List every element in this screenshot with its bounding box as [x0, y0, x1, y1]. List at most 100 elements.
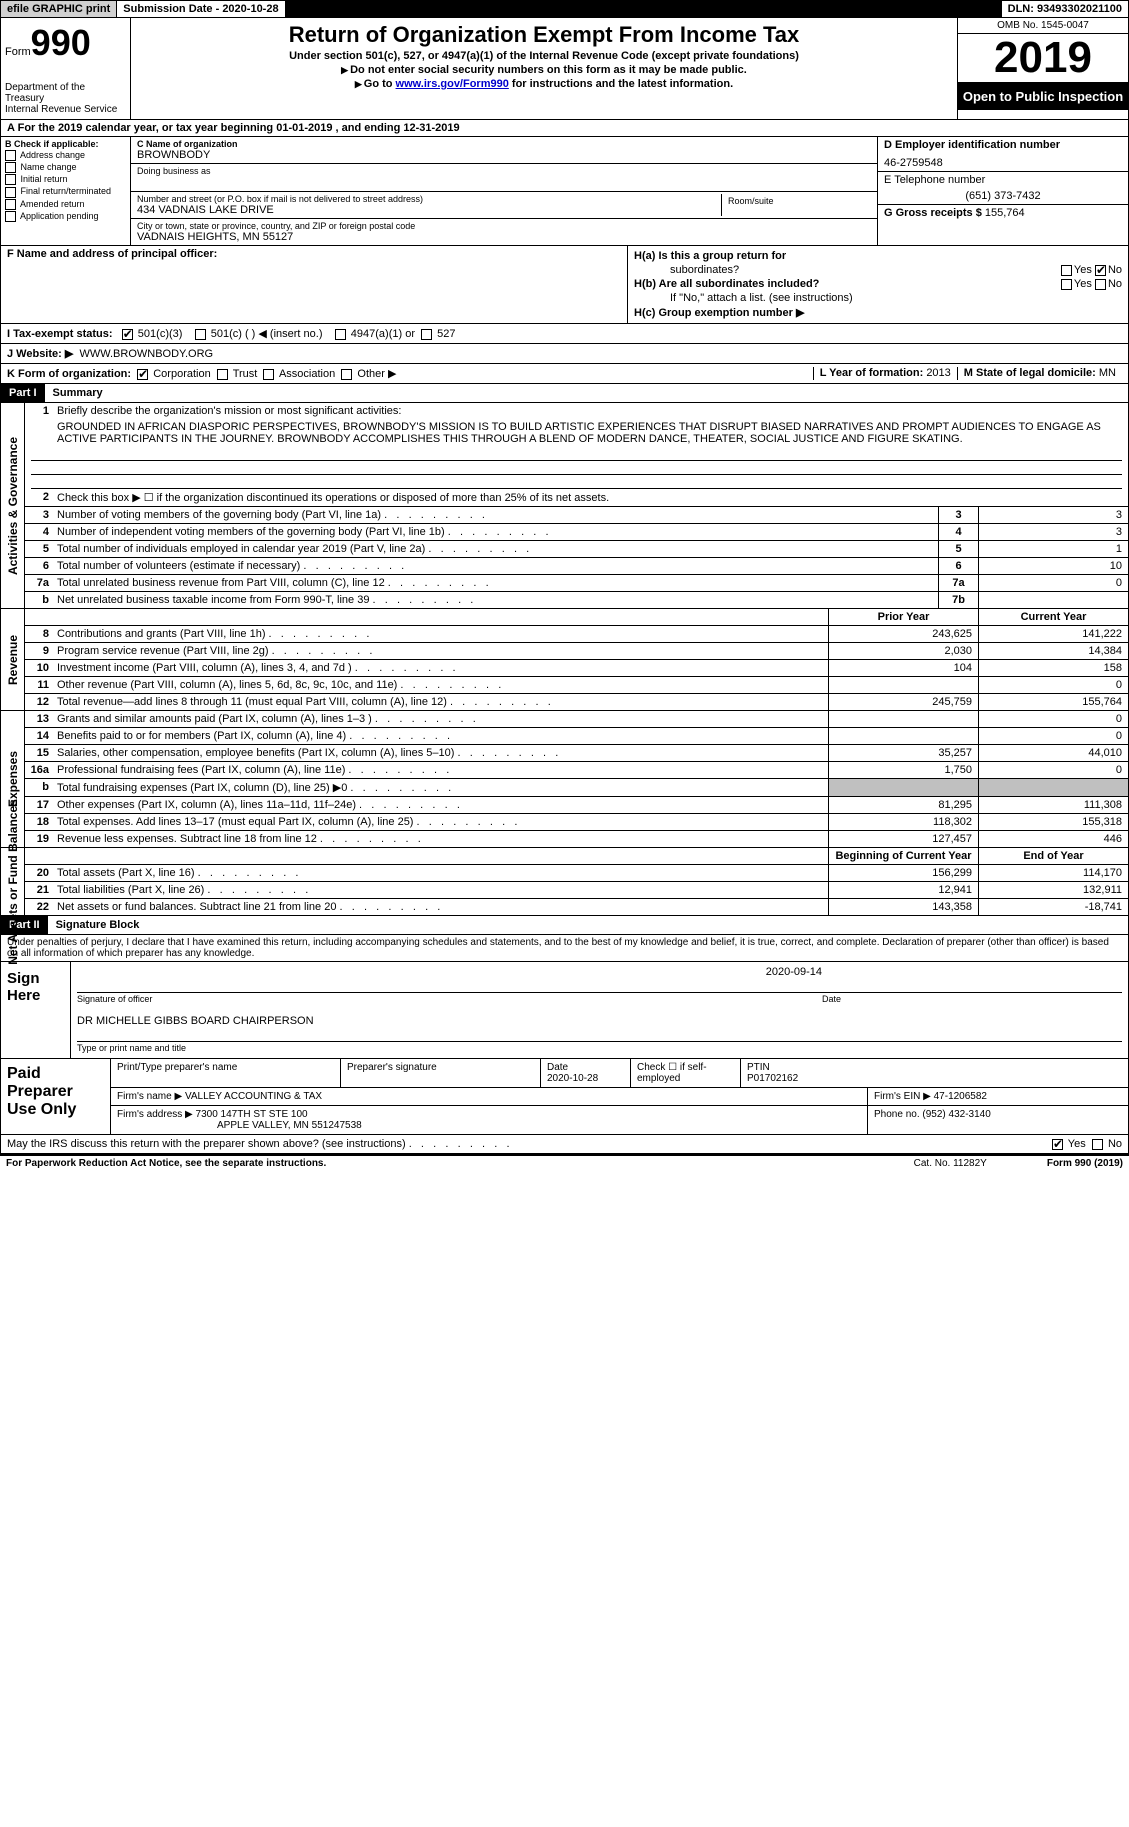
line-num: b: [25, 592, 53, 608]
b-checkbox-item[interactable]: Application pending: [5, 211, 126, 222]
city-label: City or town, state or province, country…: [137, 221, 871, 231]
p1-line: 17Other expenses (Part IX, column (A), l…: [25, 797, 1128, 814]
f-label: F Name and address of principal officer:: [7, 248, 621, 260]
form-number: 990: [31, 22, 91, 63]
line-num: 15: [25, 745, 53, 761]
line-text: Benefits paid to or for members (Part IX…: [53, 728, 828, 744]
hb-yes-checkbox[interactable]: [1061, 279, 1072, 290]
line-current: 111,308: [978, 797, 1128, 813]
line2-num: 2: [25, 489, 53, 506]
line-text: Contributions and grants (Part VIII, lin…: [53, 626, 828, 642]
i-501c-checkbox[interactable]: [195, 329, 206, 340]
line-num: 16a: [25, 762, 53, 778]
paid-preparer-label: Paid Preparer Use Only: [1, 1059, 111, 1134]
ha-yes-checkbox[interactable]: [1061, 265, 1072, 276]
no-label: No: [1108, 264, 1122, 276]
line-num: 5: [25, 541, 53, 557]
line-text: Salaries, other compensation, employee b…: [53, 745, 828, 761]
line-prior: 1,750: [828, 762, 978, 778]
line-num: 4: [25, 524, 53, 540]
section-d-e-g: D Employer identification number 46-2759…: [878, 137, 1128, 245]
part1-title: Summary: [45, 384, 111, 402]
k-other-checkbox[interactable]: [341, 369, 352, 380]
p1-line: 3Number of voting members of the governi…: [25, 507, 1128, 524]
part1-header-row: Part I Summary: [0, 384, 1129, 403]
b-checkbox-item[interactable]: Address change: [5, 150, 126, 161]
i-o3: 4947(a)(1) or: [351, 328, 415, 340]
section-c: C Name of organization BROWNBODY Doing b…: [131, 137, 878, 245]
p1-line: 6Total number of volunteers (estimate if…: [25, 558, 1128, 575]
phone-label: E Telephone number: [884, 174, 1122, 186]
line-num: 21: [25, 882, 53, 898]
k-assoc-checkbox[interactable]: [263, 369, 274, 380]
line-num: 19: [25, 831, 53, 847]
discuss-yes-checkbox[interactable]: [1052, 1139, 1063, 1150]
line-text: Total unrelated business revenue from Pa…: [53, 575, 938, 591]
footer-right: Form 990 (2019): [1047, 1158, 1123, 1169]
line-text: Total assets (Part X, line 16): [53, 865, 828, 881]
org-name: BROWNBODY: [137, 149, 871, 161]
side-rev: Revenue: [1, 609, 25, 710]
firm-ein-label: Firm's EIN ▶: [874, 1091, 931, 1102]
p1-line: 19Revenue less expenses. Subtract line 1…: [25, 831, 1128, 847]
exp-lines: 13Grants and similar amounts paid (Part …: [25, 711, 1128, 847]
line-num: 13: [25, 711, 53, 727]
i-527-checkbox[interactable]: [421, 329, 432, 340]
sig-name-val: DR MICHELLE GIBBS BOARD CHAIRPERSON: [77, 1015, 1122, 1027]
i-501c3-checkbox[interactable]: [122, 329, 133, 340]
prep-h5v: P01702162: [747, 1073, 798, 1084]
i-label: I Tax-exempt status:: [7, 328, 113, 340]
sig-officer-label: Signature of officer: [77, 993, 822, 1005]
sig-date-label: Date: [822, 993, 1122, 1005]
efile-label[interactable]: efile GRAPHIC print: [1, 1, 117, 17]
section-i-to-m: I Tax-exempt status: 501(c)(3) 501(c) ( …: [0, 324, 1129, 384]
current-year-hdr: Current Year: [978, 609, 1128, 625]
sig-name-label: Type or print name and title: [77, 1042, 1122, 1054]
k-trust-checkbox[interactable]: [217, 369, 228, 380]
line-current: 114,170: [978, 865, 1128, 881]
form-header: Form990 Department of the Treasury Inter…: [0, 18, 1129, 120]
line-num: 18: [25, 814, 53, 830]
mission-text: GROUNDED IN AFRICAN DIASPORIC PERSPECTIV…: [25, 419, 1128, 447]
discuss-no-checkbox[interactable]: [1092, 1139, 1103, 1150]
hb-no-checkbox[interactable]: [1095, 279, 1106, 290]
line-box: 3: [938, 507, 978, 523]
line1-num: 1: [25, 403, 53, 419]
eoy-hdr: End of Year: [978, 848, 1128, 864]
line-prior: [828, 711, 978, 727]
b-checkbox-item[interactable]: Initial return: [5, 174, 126, 185]
k-o2: Trust: [233, 368, 258, 380]
firm-ein: 47-1206582: [934, 1091, 987, 1102]
line-num: 14: [25, 728, 53, 744]
i-4947-checkbox[interactable]: [335, 329, 346, 340]
ha2-label: subordinates?: [634, 264, 1061, 276]
line-current: [978, 779, 1128, 796]
line-num: 20: [25, 865, 53, 881]
gross-value: 155,764: [985, 207, 1025, 219]
line-num: 22: [25, 899, 53, 915]
line-prior: 245,759: [828, 694, 978, 710]
line-prior: 143,358: [828, 899, 978, 915]
irs-link[interactable]: www.irs.gov/Form990: [396, 78, 509, 90]
part1-gov: Activities & Governance 1 Briefly descri…: [0, 403, 1129, 609]
line-text: Number of voting members of the governin…: [53, 507, 938, 523]
na-lines: 20Total assets (Part X, line 16)156,2991…: [25, 865, 1128, 915]
line-text: Total number of individuals employed in …: [53, 541, 938, 557]
hb2-label: If "No," attach a list. (see instruction…: [634, 292, 1122, 304]
line-current: 44,010: [978, 745, 1128, 761]
line-text: Investment income (Part VIII, column (A)…: [53, 660, 828, 676]
ha-no-checkbox[interactable]: [1095, 265, 1106, 276]
prep-h1: Print/Type preparer's name: [111, 1059, 341, 1087]
k-corp-checkbox[interactable]: [137, 369, 148, 380]
line-text: Total number of volunteers (estimate if …: [53, 558, 938, 574]
line-num: 17: [25, 797, 53, 813]
line-val: 1: [978, 541, 1128, 557]
b-checkbox-item[interactable]: Final return/terminated: [5, 186, 126, 197]
section-j: J Website: ▶ WWW.BROWNBODY.ORG: [1, 344, 1128, 364]
section-f-h: F Name and address of principal officer:…: [0, 246, 1129, 324]
b-checkbox-item[interactable]: Amended return: [5, 199, 126, 210]
b-checkbox-item[interactable]: Name change: [5, 162, 126, 173]
side-na: Net Assets or Fund Balances: [1, 848, 25, 915]
no-label-2: No: [1108, 278, 1122, 290]
side-rev-label: Revenue: [6, 634, 20, 684]
